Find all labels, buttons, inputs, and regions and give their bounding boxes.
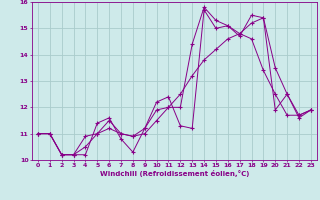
X-axis label: Windchill (Refroidissement éolien,°C): Windchill (Refroidissement éolien,°C) (100, 170, 249, 177)
